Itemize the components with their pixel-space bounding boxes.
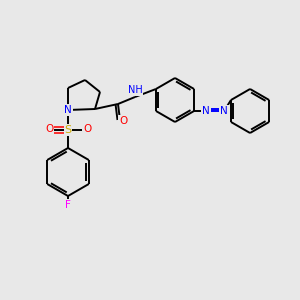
Text: F: F (65, 200, 71, 210)
Text: NH: NH (128, 85, 142, 95)
Text: O: O (83, 124, 91, 134)
Text: N: N (202, 106, 210, 116)
Text: S: S (64, 125, 72, 135)
Text: O: O (45, 124, 53, 134)
Text: O: O (119, 116, 127, 126)
Text: N: N (64, 105, 72, 115)
Text: N: N (220, 106, 228, 116)
